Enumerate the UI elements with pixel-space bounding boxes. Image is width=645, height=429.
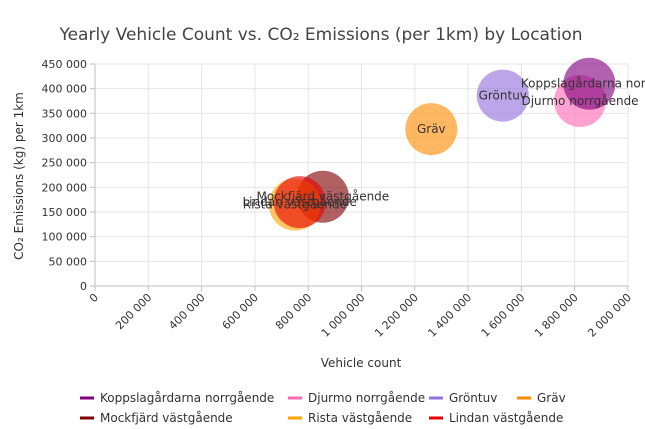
legend-label: Rista västgående (308, 411, 412, 425)
bubble[interactable] (273, 176, 326, 229)
legend: Koppslagårdarna norrgående Djurmo norrgåe… (80, 391, 566, 425)
y-tick-label: 250 000 (42, 157, 88, 170)
x-tick-label: 1 000 000 (319, 291, 368, 340)
legend-item[interactable]: Lindan västgående (429, 411, 563, 425)
bubble[interactable] (405, 103, 458, 156)
x-tick-label: 600 000 (220, 291, 261, 332)
bubble-label: Mockfjärd västgående (257, 190, 390, 204)
legend-item[interactable]: Koppslagårdarna norrgående (80, 391, 274, 405)
bubble-label: Lindan västgående (242, 195, 356, 209)
x-tick-label: 1 200 000 (372, 291, 421, 340)
chart-title: Yearly Vehicle Count vs. CO₂ Emissions (… (58, 25, 582, 45)
y-tick-label: 200 000 (42, 181, 88, 194)
legend-label: Koppslagårdarna norrgående (100, 391, 274, 405)
legend-item[interactable]: Rista västgående (288, 411, 412, 425)
y-tick-label: 0 (80, 280, 87, 293)
x-tick-label: 400 000 (166, 291, 207, 332)
x-tick-label: 0 (87, 291, 101, 305)
legend-label: Mockfjärd västgående (100, 411, 233, 425)
bubbles (268, 57, 616, 231)
y-tick-label: 50 000 (49, 255, 88, 268)
x-axis-label: Vehicle count (321, 356, 402, 370)
y-tick-label: 350 000 (42, 107, 88, 120)
legend-item[interactable]: Gröntuv (429, 391, 497, 405)
bubble-label: Gräv (417, 122, 446, 136)
y-axis-label: CO₂ Emissions (kg) per 1km (12, 92, 26, 260)
legend-label: Lindan västgående (449, 411, 563, 425)
x-tick-label: 1 600 000 (479, 291, 528, 340)
bubble[interactable] (563, 57, 616, 110)
bubble-label: Gröntuv (479, 89, 527, 103)
legend-label: Gröntuv (449, 391, 497, 405)
legend-item[interactable]: Mockfjärd västgående (80, 411, 233, 425)
x-tick-label: 2 000 000 (585, 291, 634, 340)
bubble[interactable] (476, 69, 529, 122)
legend-item[interactable]: Gräv (517, 391, 566, 405)
x-tick-label: 200 000 (113, 291, 154, 332)
x-tick-label: 800 000 (273, 291, 314, 332)
y-tick-label: 300 000 (42, 132, 88, 145)
bubble-label: Djurmo norrgående (521, 94, 638, 108)
bubble-label: Koppslagårdarna norrg (521, 77, 645, 91)
legend-item[interactable]: Djurmo norrgående (288, 391, 425, 405)
legend-label: Djurmo norrgående (308, 391, 425, 405)
x-tick-label: 1 400 000 (425, 291, 474, 340)
y-tick-label: 100 000 (42, 231, 88, 244)
x-tick-label: 1 800 000 (532, 291, 581, 340)
legend-label: Gräv (537, 391, 566, 405)
y-tick-label: 150 000 (42, 206, 88, 219)
y-tick-label: 450 000 (42, 58, 88, 71)
y-tick-label: 400 000 (42, 83, 88, 96)
bubble-label: Rista västgående (243, 198, 347, 212)
